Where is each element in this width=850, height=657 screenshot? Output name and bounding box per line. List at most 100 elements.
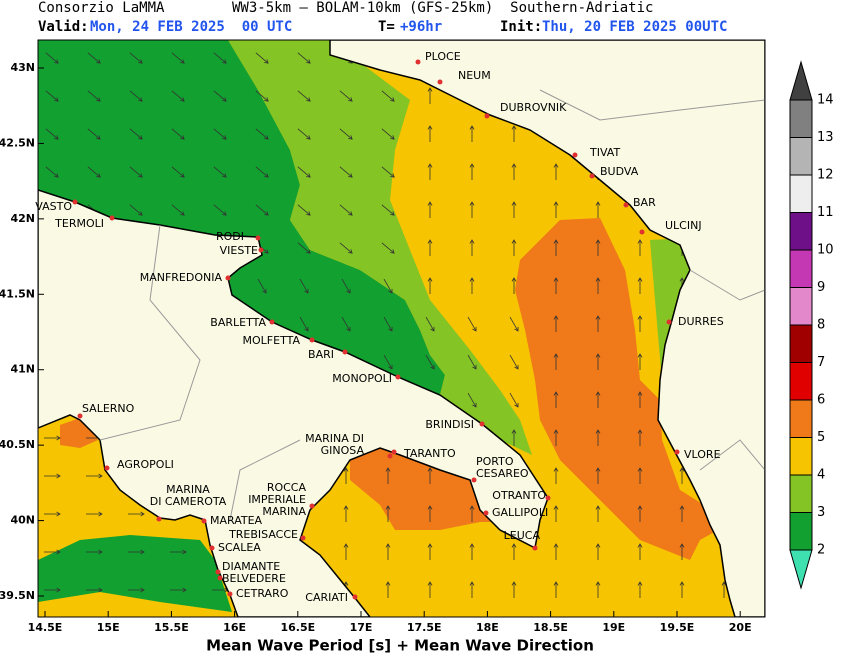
city-label: DI CAMEROTA: [150, 495, 227, 508]
colorbar-label: 14: [817, 93, 834, 108]
arrow: [427, 125, 433, 142]
arrow: [343, 467, 349, 484]
arrow: [595, 505, 601, 522]
colorbar-segment: [789, 324, 813, 363]
arrow: [679, 543, 685, 560]
city-label: MARATEA: [210, 514, 263, 527]
city-dot: [215, 569, 221, 575]
arrow: [86, 511, 103, 517]
arrow: [385, 543, 391, 560]
arrow: [553, 239, 559, 256]
colorbar-segment: [789, 137, 813, 176]
valid-time: Mon, 24 FEB 2025 00 UTC: [90, 19, 292, 35]
colorbar-end: [789, 549, 813, 590]
arrow: [427, 239, 433, 256]
arrow: [297, 242, 311, 254]
colorbar-segment: [789, 362, 813, 401]
colorbar-label: 10: [817, 243, 834, 258]
arrow: [385, 581, 391, 598]
city-dot: [484, 113, 490, 119]
arrow: [213, 90, 227, 102]
city-label: VLORE: [684, 448, 721, 461]
arrow: [469, 543, 475, 560]
lat-label: 42.5N: [0, 136, 35, 149]
arrow: [385, 505, 391, 522]
lon-label: 18E: [476, 621, 499, 634]
city-dot: [258, 247, 264, 253]
lon-label: 17E: [350, 621, 373, 634]
city-label: VIESTE: [220, 244, 258, 257]
frame: [37, 39, 766, 618]
city-label: CESAREO: [476, 467, 529, 480]
arrow: [595, 315, 601, 332]
lat-label: 40N: [10, 514, 35, 527]
arrow: [44, 435, 61, 441]
city-label: DUBROVNIK: [500, 101, 567, 114]
arrow: [44, 473, 61, 479]
city-dot: [225, 275, 231, 281]
colorbar-label: 11: [817, 205, 834, 220]
arrow: [383, 354, 393, 370]
arrow: [427, 163, 433, 180]
city-label: SALERNO: [82, 402, 135, 415]
arrow: [129, 128, 143, 140]
arrow: [511, 429, 517, 446]
arrow: [637, 429, 643, 446]
city-label: IMPERIALE: [248, 493, 306, 506]
arrow: [213, 204, 227, 216]
city-label: BUDVA: [600, 165, 639, 178]
arrow: [553, 429, 559, 446]
city-dot: [201, 518, 207, 524]
arrow: [213, 52, 227, 64]
arrow: [469, 581, 475, 598]
city-dot: [309, 337, 315, 343]
borders: [99, 89, 765, 521]
colorbar-label: 3: [817, 505, 825, 520]
colorbar-label: 4: [817, 468, 825, 483]
arrow: [339, 204, 353, 216]
agency: Consorzio LaMMA: [38, 0, 165, 16]
arrow: [44, 587, 61, 593]
lead-time: +96hr: [400, 19, 442, 35]
arrow: [129, 204, 143, 216]
city-label: MANFREDONIA: [140, 271, 223, 284]
arrow: [171, 128, 185, 140]
arrow: [87, 90, 101, 102]
arrow: [469, 163, 475, 180]
arrow: [511, 125, 517, 142]
zone: [38, 535, 232, 612]
arrow: [297, 166, 311, 178]
arrow: [469, 277, 475, 294]
city-label: ROCCA: [267, 481, 307, 494]
city-dot: [639, 229, 645, 235]
city-dot: [352, 594, 358, 600]
colorbar: 2 3 4 5 6 7 8 9 10 11 12 13 14: [789, 60, 834, 590]
colorbar-label: 12: [817, 168, 834, 183]
zone: [60, 418, 98, 448]
arrow: [511, 239, 517, 256]
city-dot: [109, 215, 115, 221]
city-dot: [589, 173, 595, 179]
arrow: [509, 392, 519, 408]
arrow: [170, 549, 187, 555]
city-label: RODI: [216, 230, 244, 243]
arrow: [595, 239, 601, 256]
arrow: [87, 166, 101, 178]
arrow: [679, 505, 685, 522]
city-dot: [572, 152, 578, 158]
city-dot: [77, 413, 83, 419]
colorbar-label: 8: [817, 318, 825, 333]
lon-label: 19E: [602, 621, 625, 634]
arrow: [595, 543, 601, 560]
arrow: [469, 201, 475, 218]
arrow: [679, 467, 685, 484]
arrow: [171, 204, 185, 216]
ticks: 43N 42.5N 42N 41.5N 41N 40.5N 40N 39.5N 14.5E 15E…: [0, 61, 752, 634]
city-label: CARIATI: [305, 591, 348, 604]
arrow: [170, 587, 187, 593]
arrow: [553, 391, 559, 408]
city-label: BARI: [308, 348, 334, 361]
lon-label: 20E: [729, 621, 752, 634]
arrow: [637, 467, 643, 484]
